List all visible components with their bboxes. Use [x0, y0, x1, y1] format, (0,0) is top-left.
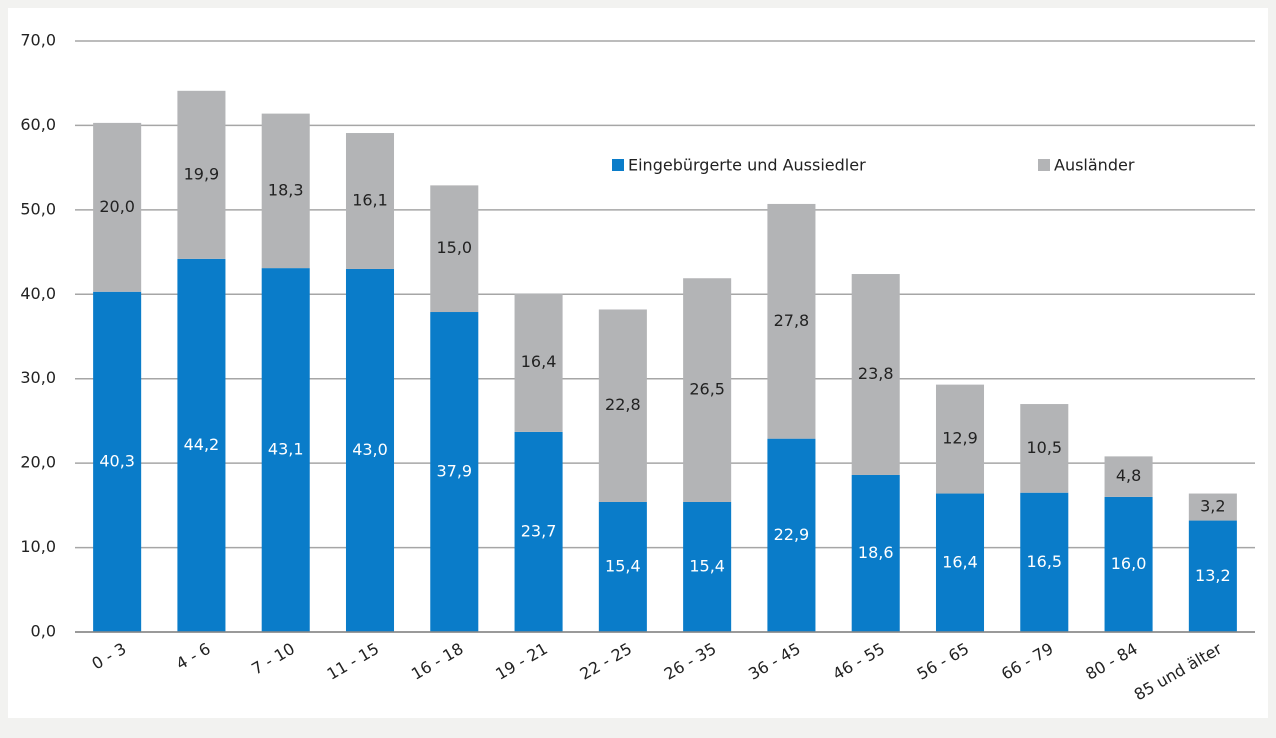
data-label: 15,4: [605, 556, 641, 575]
bar-segment: [1188, 520, 1237, 632]
data-label: 23,7: [521, 521, 557, 540]
bar-segment: [598, 501, 647, 632]
data-label: 10,5: [1026, 438, 1062, 457]
bar-segment: [683, 278, 732, 502]
data-label: 3,2: [1200, 497, 1225, 516]
y-tick-label: 60,0: [20, 115, 56, 134]
data-label: 40,3: [99, 451, 135, 470]
data-label: 20,0: [99, 197, 135, 216]
bar-segment: [430, 312, 479, 632]
y-tick-label: 20,0: [20, 453, 56, 472]
bar-segment: [683, 501, 732, 632]
data-label: 18,6: [858, 543, 894, 562]
legend-label: Eingebürgerte und Aussiedler: [628, 156, 866, 175]
data-label: 26,5: [689, 380, 725, 399]
data-label: 23,8: [858, 364, 894, 383]
data-label: 16,0: [1111, 554, 1147, 573]
bar-segment: [598, 309, 647, 502]
data-label: 27,8: [774, 311, 810, 330]
bar-segment: [935, 493, 985, 632]
bar-segment: [430, 185, 479, 313]
bar-segment: [93, 122, 142, 292]
data-label: 37,9: [436, 462, 472, 481]
y-tick-label: 40,0: [20, 284, 56, 303]
bar-segment: [261, 268, 310, 632]
bar-segment: [1020, 492, 1069, 632]
bar-segment: [1104, 456, 1153, 497]
legend-swatch: [1038, 159, 1050, 171]
data-label: 16,4: [521, 352, 557, 371]
bar-segment: [261, 113, 310, 269]
bar-segment: [345, 268, 395, 632]
bar-segment: [514, 293, 563, 432]
bar-segment: [767, 203, 816, 439]
y-tick-label: 0,0: [31, 622, 56, 641]
data-label: 19,9: [184, 164, 220, 183]
data-label: 22,9: [774, 525, 810, 544]
data-label: 16,4: [942, 552, 978, 571]
legend-swatch: [612, 159, 624, 171]
bar-segment: [177, 90, 226, 259]
data-label: 16,5: [1026, 552, 1062, 571]
data-label: 4,8: [1116, 466, 1141, 485]
bar-segment: [177, 258, 226, 632]
data-label: 13,2: [1195, 566, 1231, 585]
bar-segment: [851, 474, 900, 632]
data-label: 43,0: [352, 440, 388, 459]
bar-segment: [767, 438, 816, 632]
data-label: 15,4: [689, 556, 725, 575]
bar-segment: [935, 384, 985, 494]
bar-segment: [93, 291, 142, 632]
y-tick-label: 70,0: [20, 31, 56, 50]
data-label: 18,3: [268, 180, 304, 199]
bar-segment: [514, 431, 563, 632]
legend-label: Ausländer: [1054, 156, 1135, 175]
data-label: 12,9: [942, 429, 978, 448]
data-label: 15,0: [436, 238, 472, 257]
bar-segment: [1020, 404, 1069, 493]
data-label: 44,2: [184, 435, 220, 454]
legend: Eingebürgerte und Aussiedler Ausländer: [612, 156, 1135, 175]
bar-segment: [1104, 496, 1153, 632]
data-label: 22,8: [605, 395, 641, 414]
y-tick-label: 30,0: [20, 368, 56, 387]
bar-segment: [345, 133, 395, 269]
y-tick-label: 10,0: [20, 537, 56, 556]
data-label: 43,1: [268, 440, 304, 459]
bar-segment: [851, 274, 900, 475]
data-label: 16,1: [352, 190, 388, 209]
y-tick-label: 50,0: [20, 199, 56, 218]
bar-segment: [1188, 493, 1237, 521]
